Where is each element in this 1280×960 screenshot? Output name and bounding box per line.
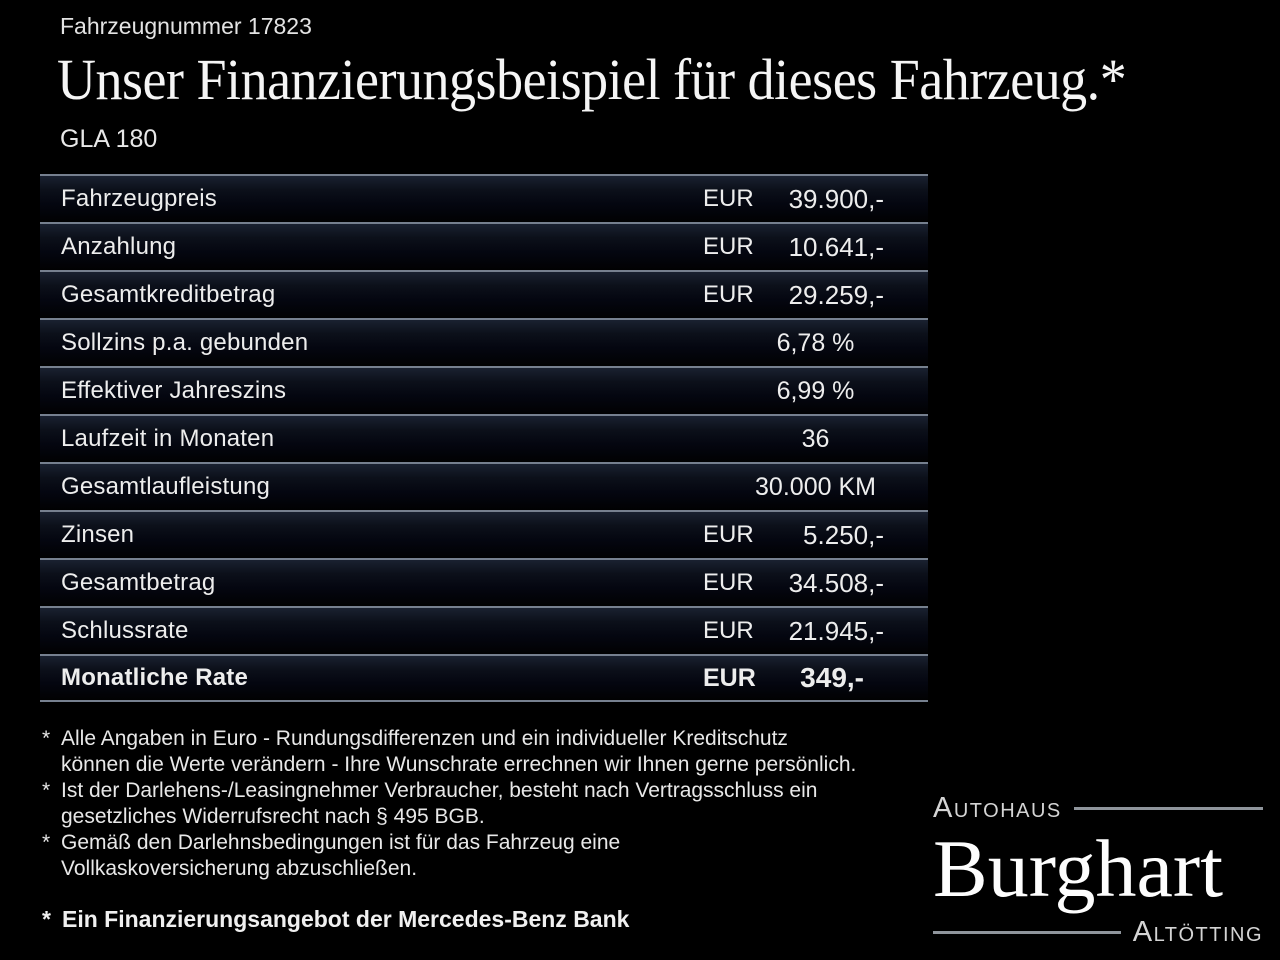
table-row: Sollzins p.a. gebunden 6,78 % xyxy=(40,318,928,366)
vehicle-model: GLA 180 xyxy=(60,125,158,153)
row-label: Fahrzeugpreis xyxy=(61,185,218,212)
footnote-marker: * xyxy=(42,727,51,750)
row-amount: 6,78 % xyxy=(776,328,855,357)
page-title: Unser Finanzierungsbeispiel für dieses F… xyxy=(57,47,1127,112)
footnote: * Ist der Darlehens-/Leasingnehmer Verbr… xyxy=(42,778,856,830)
logo-top-row: Autohaus xyxy=(933,792,1263,825)
row-amount: 30.000 KM xyxy=(755,472,876,501)
footnote-line: Ist der Darlehens-/Leasingnehmer Verbrau… xyxy=(61,779,818,802)
footnote-marker: * xyxy=(42,906,51,932)
row-label: Gesamtkreditbetrag xyxy=(61,281,276,308)
table-row: Anzahlung EUR 10.641,- xyxy=(40,222,928,270)
row-currency: EUR xyxy=(703,569,754,596)
row-currency: EUR xyxy=(703,521,754,548)
table-row: Fahrzeugpreis EUR 39.900,- xyxy=(40,174,928,222)
footnote-marker: * xyxy=(42,779,51,802)
row-amount: 36 xyxy=(801,424,830,453)
footnote-line: gesetzliches Widerrufsrecht nach § 495 B… xyxy=(61,805,485,828)
row-amount: 34.508,- xyxy=(788,567,884,598)
financing-offer-note: * Ein Finanzierungsangebot der Mercedes-… xyxy=(42,906,629,933)
footnote-line: Vollkaskoversicherung abzuschließen. xyxy=(61,857,418,880)
row-amount: 6,99 % xyxy=(776,376,855,405)
row-currency: EUR xyxy=(703,663,756,692)
table-row: Laufzeit in Monaten 36 xyxy=(40,414,928,462)
table-row: Gesamtbetrag EUR 34.508,- xyxy=(40,558,928,606)
logo-autohaus-text: Autohaus xyxy=(933,792,1062,824)
footnotes: * Alle Angaben in Euro - Rundungsdiffere… xyxy=(42,726,856,882)
row-label: Monatliche Rate xyxy=(61,664,249,691)
footnote: * Gemäß den Darlehnsbedingungen ist für … xyxy=(42,830,856,882)
row-currency: EUR xyxy=(703,281,754,308)
row-label: Effektiver Jahreszins xyxy=(61,377,287,404)
footnote-line: Gemäß den Darlehnsbedingungen ist für da… xyxy=(61,831,621,854)
logo-rule-line xyxy=(1073,807,1263,810)
table-row-monthly-rate: Monatliche Rate EUR 349,- xyxy=(40,654,928,702)
footnote-text: Alle Angaben in Euro - Rundungsdifferenz… xyxy=(61,726,856,778)
row-label: Zinsen xyxy=(61,521,135,548)
table-row: Zinsen EUR 5.250,- xyxy=(40,510,928,558)
footnote: * Alle Angaben in Euro - Rundungsdiffere… xyxy=(42,726,856,778)
row-label: Anzahlung xyxy=(61,233,177,260)
footnote-marker: * xyxy=(42,831,51,854)
row-label: Schlussrate xyxy=(61,617,189,644)
table-row: Gesamtkreditbetrag EUR 29.259,- xyxy=(40,270,928,318)
finance-table: Fahrzeugpreis EUR 39.900,- Anzahlung EUR… xyxy=(40,174,928,702)
logo-rule-line xyxy=(933,931,1121,934)
logo-bottom-row: Altötting xyxy=(933,916,1263,949)
table-row: Schlussrate EUR 21.945,- xyxy=(40,606,928,654)
footnote-line: Alle Angaben in Euro - Rundungsdifferenz… xyxy=(61,727,788,750)
row-amount: 10.641,- xyxy=(788,231,884,262)
row-amount: 349,- xyxy=(800,662,864,693)
row-label: Gesamtbetrag xyxy=(61,569,216,596)
row-label: Gesamtlaufleistung xyxy=(61,473,271,500)
table-row: Effektiver Jahreszins 6,99 % xyxy=(40,366,928,414)
row-currency: EUR xyxy=(703,617,754,644)
logo-dealer-name: Burghart xyxy=(933,823,1224,914)
row-amount: 5.250,- xyxy=(803,519,884,550)
row-label: Laufzeit in Monaten xyxy=(61,425,275,452)
footnote-text: Ist der Darlehens-/Leasingnehmer Verbrau… xyxy=(61,778,817,830)
row-amount: 39.900,- xyxy=(788,183,884,214)
row-amount: 21.945,- xyxy=(788,615,884,646)
logo-city-text: Altötting xyxy=(1132,916,1263,948)
footnote-line: können die Werte verändern - Ihre Wunsch… xyxy=(61,753,857,776)
row-currency: EUR xyxy=(703,233,754,260)
row-currency: EUR xyxy=(703,185,754,212)
row-amount: 29.259,- xyxy=(788,279,884,310)
footnote-text: Gemäß den Darlehnsbedingungen ist für da… xyxy=(61,830,620,882)
table-row: Gesamtlaufleistung 30.000 KM xyxy=(40,462,928,510)
dealer-logo: Autohaus Burghart Altötting xyxy=(933,792,1263,949)
vehicle-number: Fahrzeugnummer 17823 xyxy=(60,13,312,39)
financing-offer-text: Ein Finanzierungsangebot der Mercedes-Be… xyxy=(62,906,630,932)
row-label: Sollzins p.a. gebunden xyxy=(61,329,309,356)
